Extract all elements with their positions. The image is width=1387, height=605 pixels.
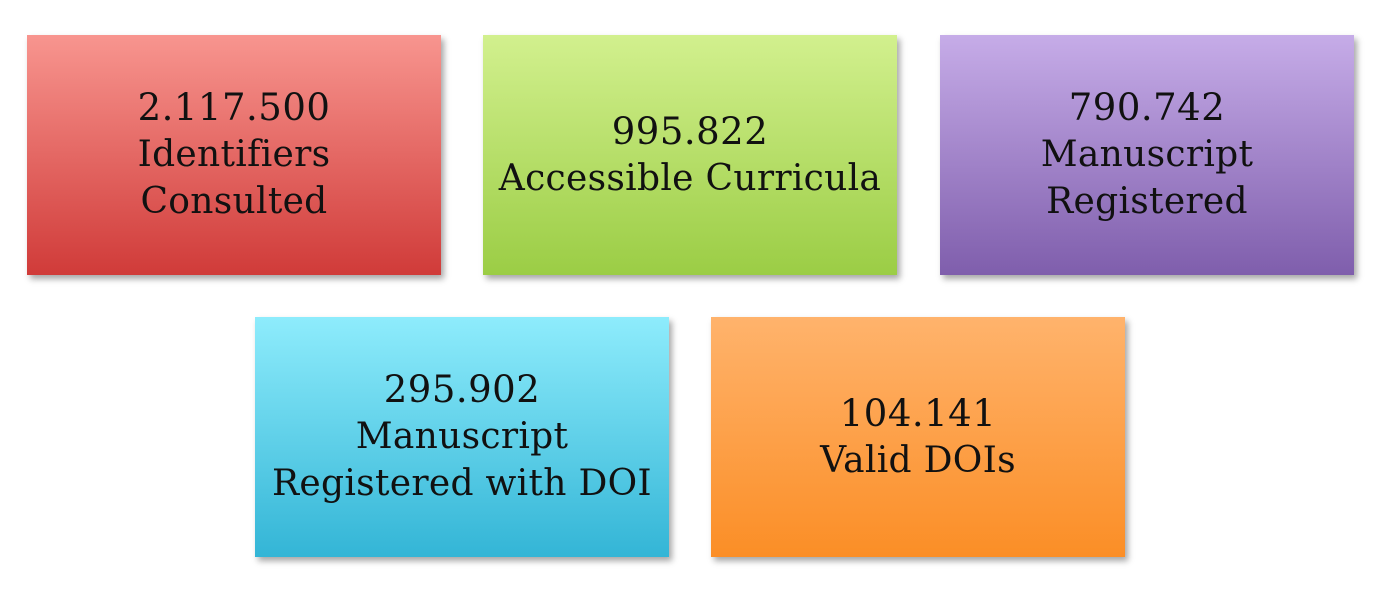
stat-label-line-1: Valid DOIs xyxy=(820,439,1016,481)
stat-card-valid-dois: 104.141 Valid DOIs xyxy=(711,317,1125,557)
stat-value: 295.902 xyxy=(383,368,541,411)
stat-value: 995.822 xyxy=(611,109,769,153)
stat-label-line-1: Accessible Curricula xyxy=(498,157,882,199)
stat-value: 790.742 xyxy=(1068,86,1226,129)
stat-card-manuscript-registered-with-doi: 295.902 Manuscript Registered with DOI xyxy=(255,317,669,557)
stat-card-identifiers-consulted: 2.117.500 Identifiers Consulted xyxy=(27,35,441,275)
stat-label-line-1: Identifiers xyxy=(137,134,331,175)
stat-label-line-1: Manuscript xyxy=(355,416,569,457)
stat-label-line-2: Registered xyxy=(1046,181,1248,222)
stat-card-accessible-curricula: 995.822 Accessible Curricula xyxy=(483,35,897,275)
stat-value: 2.117.500 xyxy=(137,86,331,129)
stat-value: 104.141 xyxy=(839,391,997,435)
stat-card-manuscript-registered: 790.742 Manuscript Registered xyxy=(940,35,1354,275)
stat-label-line-1: Manuscript xyxy=(1040,134,1254,175)
stat-label-line-2: Registered with DOI xyxy=(272,463,652,504)
stat-label-line-2: Consulted xyxy=(140,181,328,222)
